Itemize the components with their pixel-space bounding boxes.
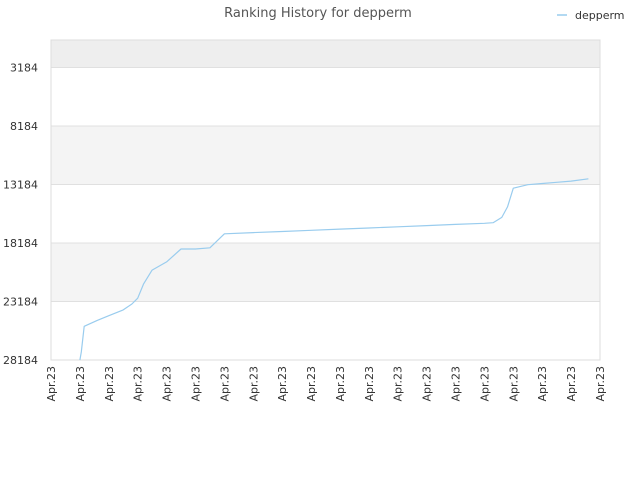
- plot-border: [50, 39, 601, 361]
- x-tick-label: Apr.23: [103, 366, 116, 402]
- x-tick-label: Apr.23: [132, 366, 145, 402]
- y-tick-label: 8184: [10, 120, 38, 133]
- x-tick-label: Apr.23: [478, 366, 491, 402]
- x-tick-label: Apr.23: [565, 366, 578, 402]
- x-axis-ticks: Apr.23 Apr.23 Apr.23 Apr.23 Apr.23 Apr.23 Apr.…: [45, 366, 607, 402]
- x-tick-label: Apr.23: [74, 366, 87, 402]
- y-tick-label: 23184: [3, 295, 38, 308]
- x-tick-label: Apr.23: [161, 366, 174, 402]
- y-tick-label: 3184: [10, 61, 38, 74]
- x-tick-label: Apr.23: [421, 366, 434, 402]
- x-tick-label: Apr.23: [594, 366, 607, 402]
- series-line-depperm: [79, 178, 589, 361]
- plot-band: [51, 242, 600, 302]
- x-tick-label: Apr.23: [392, 366, 405, 402]
- x-tick-label: Apr.23: [218, 366, 231, 402]
- plot-background-bands: [51, 40, 600, 360]
- x-tick-label: Apr.23: [276, 366, 289, 402]
- plot-band: [51, 125, 600, 185]
- x-tick-label: Apr.23: [305, 366, 318, 402]
- chart-title: Ranking History for depperm: [224, 6, 412, 21]
- legend: depperm: [557, 9, 625, 22]
- plot-band: [51, 301, 600, 360]
- x-tick-label: Apr.23: [536, 366, 549, 402]
- y-tick-label: 18184: [3, 237, 38, 250]
- x-tick-label: Apr.23: [45, 366, 58, 402]
- plot-band: [51, 67, 600, 126]
- plot-band: [51, 40, 600, 68]
- x-tick-label: Apr.23: [189, 366, 202, 402]
- x-tick-label: Apr.23: [507, 366, 520, 402]
- x-tick-label: Apr.23: [247, 366, 260, 402]
- legend-label-depperm: depperm: [575, 9, 625, 22]
- plot-band: [51, 184, 600, 243]
- series-lines: [79, 178, 589, 361]
- y-tick-label: 28184: [3, 354, 38, 367]
- y-axis-ticks: 3184 8184 13184 18184 23184 28184: [3, 61, 38, 367]
- y-tick-label: 13184: [3, 178, 38, 191]
- x-tick-label: Apr.23: [450, 366, 463, 402]
- x-tick-label: Apr.23: [334, 366, 347, 402]
- x-tick-label: Apr.23: [363, 366, 376, 402]
- grid-lines: [50, 39, 601, 361]
